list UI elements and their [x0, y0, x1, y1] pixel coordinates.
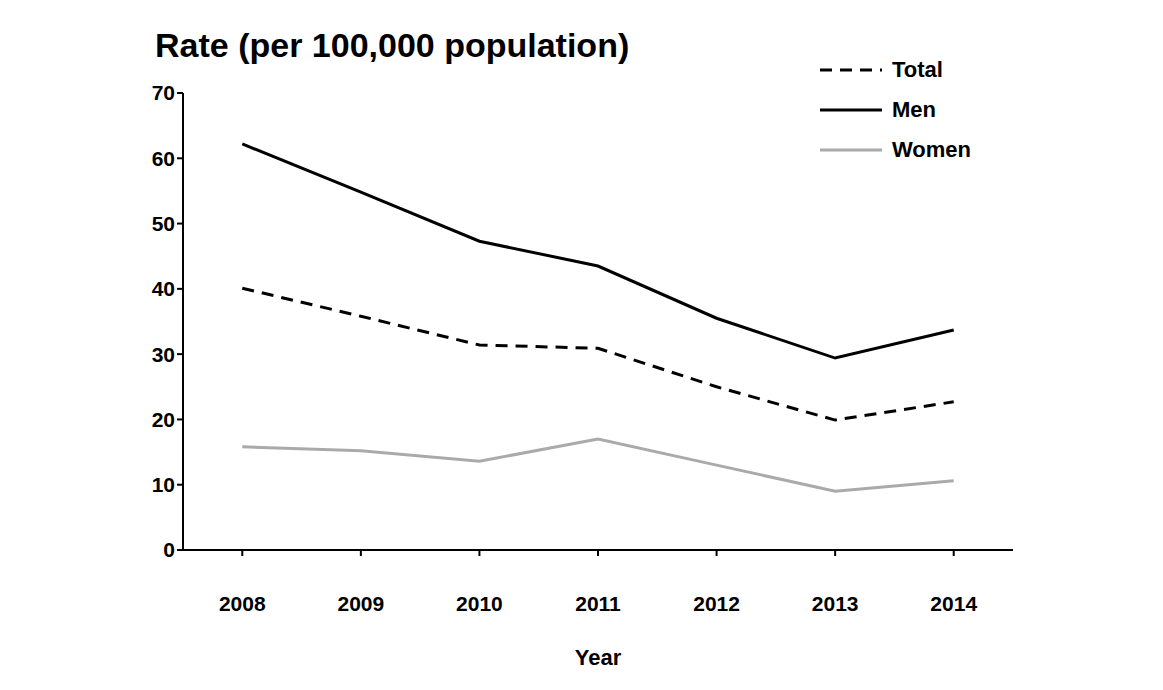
svg-text:2008: 2008: [219, 592, 266, 615]
html-text:Men: Men: [892, 97, 936, 122]
svg-text:70: 70: [152, 81, 175, 104]
svg-text:20: 20: [152, 408, 175, 431]
svg-text:2011: 2011: [575, 592, 621, 615]
html-text:Total: Total: [892, 57, 943, 82]
svg-text:40: 40: [152, 277, 175, 300]
svg-text:2013: 2013: [812, 592, 859, 615]
html-text:Women: Women: [892, 137, 971, 162]
svg-text:2012: 2012: [693, 592, 740, 615]
svg-text:2014: 2014: [930, 592, 977, 615]
svg-text:2010: 2010: [456, 592, 503, 615]
html-text:Rate (per 100,000 population): Rate (per 100,000 population): [155, 26, 630, 64]
svg-text:60: 60: [152, 147, 175, 170]
svg-text:0: 0: [163, 538, 175, 561]
svg-text:10: 10: [152, 473, 175, 496]
svg-text:50: 50: [152, 212, 175, 235]
svg-text:2009: 2009: [337, 592, 384, 615]
svg-text:Year: Year: [575, 645, 622, 670]
svg-text:30: 30: [152, 343, 175, 366]
